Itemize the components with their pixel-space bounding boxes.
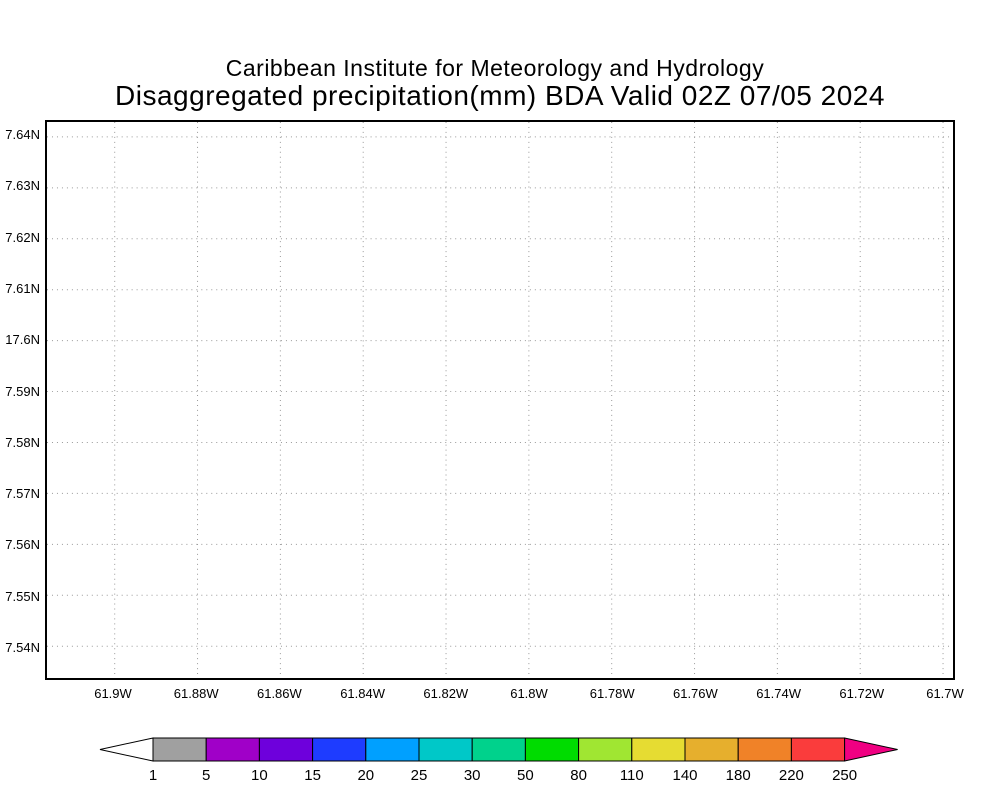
colorbar-legend: 1 5 10 15 20 25 30 50 80 110 140 180 220 250 xyxy=(99,737,898,784)
colorbar-level-label: 110 xyxy=(620,767,644,784)
colorbar-level-label: 50 xyxy=(517,767,534,784)
x-tick-label: 61.82W xyxy=(423,686,469,701)
y-tick-label: 7.58N xyxy=(5,434,40,450)
colorbar-level-label: 180 xyxy=(726,767,751,784)
colorbar-level-label: 25 xyxy=(411,767,428,784)
x-tick-label: 61.86W xyxy=(256,686,302,701)
colorbar-segment xyxy=(684,737,739,762)
colorbar-level-label: 140 xyxy=(672,767,697,784)
x-tick-label: 61.76W xyxy=(672,686,718,701)
colorbar-level-label: 5 xyxy=(202,767,210,784)
y-tick-label: 17.6N xyxy=(5,332,40,348)
colorbar-level-label: 30 xyxy=(464,767,481,784)
colorbar-segment xyxy=(258,737,314,762)
colorbar-level-label: 20 xyxy=(357,767,374,784)
colorbar-segment xyxy=(471,737,526,762)
y-tick-label: 7.57N xyxy=(5,486,40,502)
x-tick-label: 61.8W xyxy=(510,686,548,701)
colorbar-segment xyxy=(737,737,792,762)
colorbar-level-label: 15 xyxy=(304,767,321,784)
y-tick-label: 7.62N xyxy=(5,229,40,245)
institute-title: Caribbean Institute for Meteorology and … xyxy=(225,55,765,81)
x-tick-label: 61.88W xyxy=(173,686,219,701)
colorbar-segment xyxy=(152,737,207,762)
colorbar-segment xyxy=(312,737,367,762)
figure-title: Disaggregated precipitation(mm) BDA Vali… xyxy=(115,80,885,111)
y-tick-label: 7.59N xyxy=(5,383,40,399)
map-plot-area xyxy=(45,120,955,680)
y-tick-label: 7.54N xyxy=(5,640,40,655)
x-tick-label: 61.9W xyxy=(94,686,132,701)
colorbar-under-arrow xyxy=(99,737,154,762)
y-tick-label: 7.55N xyxy=(5,588,40,604)
colorbar-segment xyxy=(365,737,420,762)
x-tick-label: 61.72W xyxy=(839,686,885,701)
colorbar-segment xyxy=(578,737,633,762)
x-tick-label: 61.74W xyxy=(756,686,801,701)
y-tick-label: 7.63N xyxy=(5,178,40,194)
colorbar-level-label: 250 xyxy=(832,767,857,784)
x-tick-label: 61.84W xyxy=(340,686,385,701)
grid-lines xyxy=(47,122,953,678)
colorbar-level-label: 1 xyxy=(149,767,157,784)
y-tick-label: 7.56N xyxy=(5,537,40,553)
x-tick-label: 61.7W xyxy=(926,686,964,701)
x-tick-label: 61.78W xyxy=(589,686,635,701)
colorbar-segment xyxy=(524,737,580,762)
y-tick-label: 7.64N xyxy=(5,127,40,142)
colorbar-level-label: 80 xyxy=(570,767,587,784)
colorbar-level-label: 10 xyxy=(251,767,268,784)
colorbar-over-arrow xyxy=(844,737,898,762)
colorbar-segment xyxy=(631,737,686,762)
colorbar-level-label: 220 xyxy=(779,767,804,784)
colorbar-segment xyxy=(205,737,260,762)
colorbar-segment xyxy=(418,737,473,762)
y-tick-label: 7.61N xyxy=(5,280,40,296)
colorbar-segment xyxy=(790,737,846,762)
